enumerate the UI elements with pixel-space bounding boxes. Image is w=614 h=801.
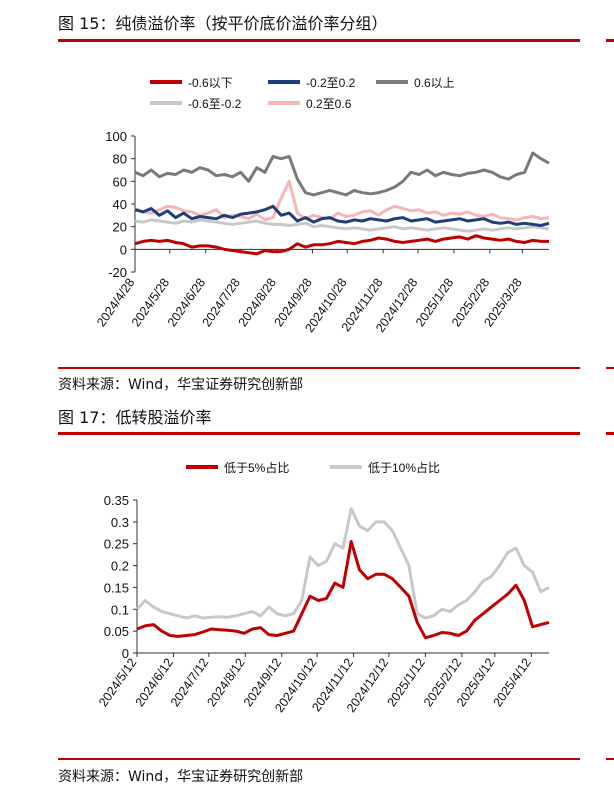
y-tick-label: 0.15 [104,580,129,595]
y-tick-label: -20 [108,265,127,280]
y-tick-label: 80 [113,152,127,167]
y-tick-label: 0.2 [111,559,129,574]
chart-1-top-rule [58,39,580,42]
legend-label: -0.2至0.2 [306,76,356,90]
y-tick-label: 60 [113,174,127,189]
chart-1-source: 资料来源：Wind，华宝证券研究创新部 [58,377,304,393]
series-line [134,204,550,227]
series-line [134,218,550,233]
y-tick-label: 0.35 [104,493,129,508]
legend-label: 低于10%占比 [368,460,440,475]
y-tick-label: 0.05 [104,624,129,639]
adjacent-page-rule [606,39,614,42]
y-tick-label: 0 [122,646,129,661]
legend-item: -0.6以下 [150,76,233,90]
series-line [134,151,550,197]
y-tick-label: 0 [120,242,127,257]
y-tick-label: 40 [113,197,127,212]
chart-2-title: 图 17：低转股溢价率 [58,408,212,427]
chart-1-bottom-rule [58,367,580,369]
series-line [134,234,549,256]
series-line [134,179,550,222]
legend-item: 低于5%占比 [186,460,289,475]
legend-item: 0.2至0.6 [268,97,352,111]
series-line [136,540,550,640]
legend-item: -0.2至0.2 [268,76,356,90]
y-tick-label: 20 [113,220,127,235]
legend-item: 0.6以上 [376,76,455,90]
chart-2-bottom-rule [58,758,580,760]
y-tick-label: 0.25 [104,537,129,552]
series-line [135,507,550,620]
legend-label: 低于5%占比 [224,460,289,475]
adjacent-page-rule [606,432,614,435]
legend-label: -0.6以下 [188,76,233,90]
chart-2-low-conversion-premium: 低于5%占比 低于10%占比00.050.10.150.20.250.30.352… [96,460,550,715]
legend-item: -0.6至-0.2 [150,97,242,111]
chart-1-pure-bond-premium: -0.6以下 -0.2至0.2 0.6以上 -0.6至-0.2 0.2至0.6 -20 0 2… [94,76,550,335]
legend-label: -0.6至-0.2 [188,97,242,111]
adjacent-page-rule [606,758,614,760]
chart-2-source: 资料来源：Wind，华宝证券研究创新部 [58,769,304,785]
adjacent-page-rule [606,367,614,369]
legend-item: 低于10%占比 [330,460,440,475]
chart-2-top-rule [58,432,580,435]
chart-1-title: 图 15：纯债溢价率（按平价底价溢价率分组） [58,14,388,33]
y-tick-label: 0.3 [111,515,129,530]
y-tick-label: 100 [105,129,127,144]
legend-label: 0.2至0.6 [306,97,352,111]
y-tick-label: 0.1 [111,602,129,617]
legend-label: 0.6以上 [414,76,455,90]
